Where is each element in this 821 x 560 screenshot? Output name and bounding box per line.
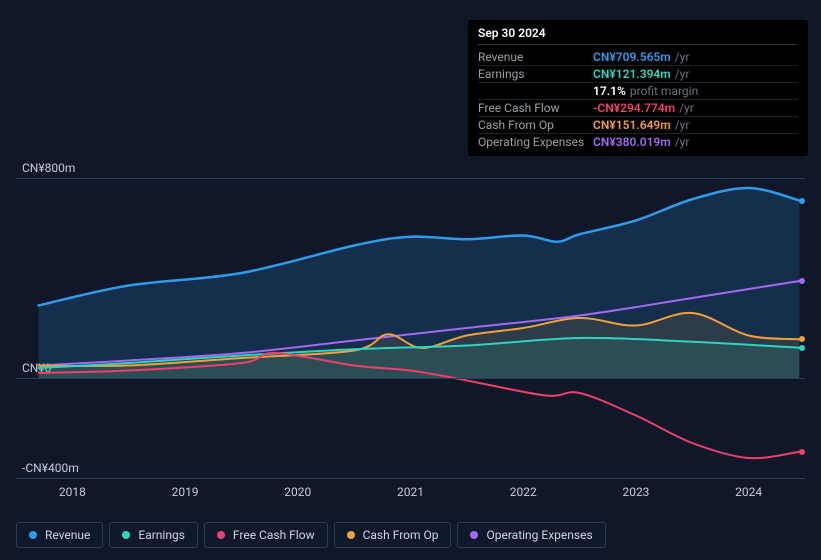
tooltip-row-unit: /yr [675, 135, 690, 149]
legend-label: Free Cash Flow [233, 528, 315, 542]
x-axis-tick: 2019 [129, 485, 242, 499]
legend-swatch [470, 531, 478, 539]
tooltip-row-value: CN¥121.394m [593, 67, 671, 81]
tooltip-row: EarningsCN¥121.394m/yr [478, 66, 798, 83]
chart-plot-area [16, 178, 805, 478]
tooltip-row-label [478, 84, 593, 98]
tooltip-row-unit: /yr [675, 67, 690, 81]
tooltip-row: Free Cash Flow-CN¥294.774m/yr [478, 100, 798, 117]
legend-label: Operating Expenses [486, 528, 592, 542]
tooltip-row-label: Revenue [478, 50, 593, 64]
gridline [16, 178, 805, 179]
legend: Revenue Earnings Free Cash Flow Cash From O… [16, 522, 606, 548]
end-marker [799, 449, 805, 455]
legend-label: Earnings [138, 528, 185, 542]
gridline [16, 478, 805, 479]
tooltip-row: Operating ExpensesCN¥380.019m/yr [478, 134, 798, 150]
tooltip-row-label: Cash From Op [478, 118, 593, 132]
legend-item[interactable]: Earnings [109, 522, 198, 548]
tooltip-row: RevenueCN¥709.565m/yr [478, 49, 798, 66]
end-marker [799, 336, 805, 342]
legend-label: Cash From Op [363, 528, 439, 542]
tooltip-row-value: CN¥380.019m [593, 135, 671, 149]
tooltip-row-label: Earnings [478, 67, 593, 81]
tooltip-row-unit: profit margin [630, 84, 698, 98]
chart-svg [16, 178, 805, 478]
x-axis-tick: 2023 [580, 485, 693, 499]
tooltip-row-unit: /yr [675, 118, 690, 132]
x-axis-tick: 2024 [692, 485, 805, 499]
legend-swatch [217, 531, 225, 539]
x-axis: 2018201920202021202220232024 [16, 485, 805, 499]
tooltip-title: Sep 30 2024 [478, 26, 798, 45]
tooltip-row-unit: /yr [679, 101, 694, 115]
end-marker [799, 198, 805, 204]
tooltip-row-value: -CN¥294.774m [593, 101, 675, 115]
x-axis-tick: 2021 [354, 485, 467, 499]
tooltip-row-unit: /yr [675, 50, 690, 64]
legend-item[interactable]: Operating Expenses [457, 522, 605, 548]
y-axis-label: CN¥800m [22, 161, 75, 175]
x-axis-tick: 2018 [16, 485, 129, 499]
x-axis-tick: 2020 [241, 485, 354, 499]
legend-label: Revenue [45, 528, 90, 542]
legend-swatch [29, 531, 37, 539]
tooltip-row-value: CN¥709.565m [593, 50, 671, 64]
tooltip-row-value: CN¥151.649m [593, 118, 671, 132]
gridline [16, 378, 805, 379]
legend-swatch [122, 531, 130, 539]
tooltip-row-value: 17.1% [593, 84, 626, 98]
x-axis-tick: 2022 [467, 485, 580, 499]
legend-item[interactable]: Cash From Op [334, 522, 452, 548]
tooltip-row-label: Free Cash Flow [478, 101, 593, 115]
legend-swatch [347, 531, 355, 539]
end-marker [799, 345, 805, 351]
tooltip: Sep 30 2024 RevenueCN¥709.565m/yrEarning… [468, 20, 808, 156]
legend-item[interactable]: Free Cash Flow [204, 522, 328, 548]
tooltip-row: Cash From OpCN¥151.649m/yr [478, 117, 798, 134]
end-marker [799, 278, 805, 284]
legend-item[interactable]: Revenue [16, 522, 103, 548]
tooltip-row: 17.1% profit margin [478, 83, 798, 100]
tooltip-row-label: Operating Expenses [478, 135, 593, 149]
